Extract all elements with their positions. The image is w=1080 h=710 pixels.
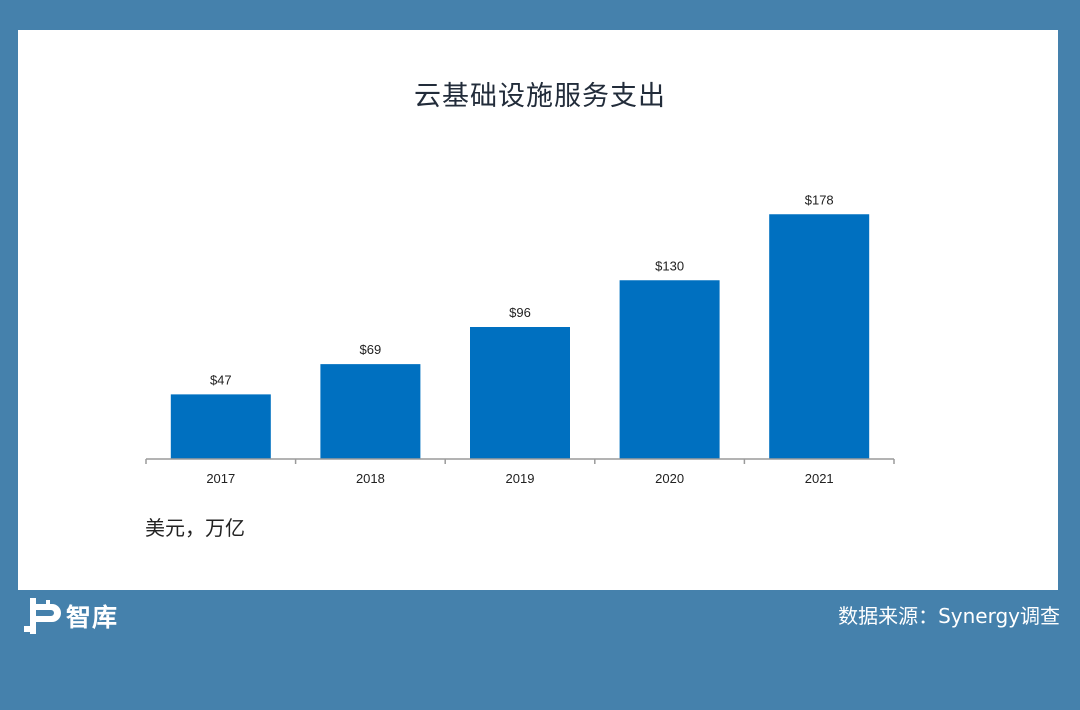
unit-label: 美元，万亿 [145,516,245,540]
data-label-2018: $69 [360,342,382,357]
bar-2019 [470,327,570,459]
data-label-2021: $178 [805,192,834,207]
brand-logo: 智库 [22,596,118,636]
bar-chart: $47 $69 $96 $130 $178 2017 2018 2019 2020 2021 [145,192,895,486]
bar-2018 [320,364,421,459]
x-tick-label-2019: 2019 [506,471,535,486]
x-tick-label-2021: 2021 [805,471,834,486]
x-tick-label-2017: 2017 [206,471,235,486]
bar-2021 [769,214,870,459]
data-label-2019: $96 [509,305,531,320]
bar-2020 [619,280,720,459]
data-label-2020: $130 [655,258,684,273]
chart-title: 云基础设施服务支出 [414,81,666,112]
logo-icon [24,598,61,634]
x-tick-label-2020: 2020 [655,471,684,486]
bar-2017 [170,394,271,459]
data-source: 数据来源：Synergy调查 [838,604,1060,628]
data-label-2017: $47 [210,372,232,387]
logo-text: 智库 [66,603,119,632]
chart-area: $47 $69 $96 $130 $178 2017 2018 2019 2020 2021 [136,164,904,494]
x-tick-label-2018: 2018 [356,471,385,486]
